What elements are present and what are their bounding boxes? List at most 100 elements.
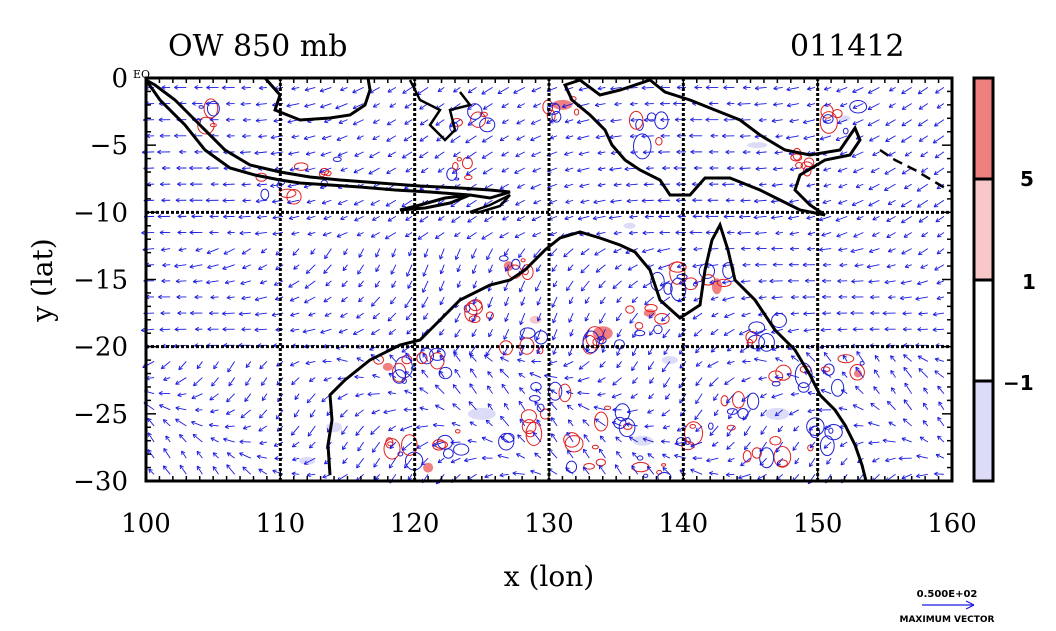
wind-vector — [705, 264, 719, 267]
wind-vector-head — [419, 137, 424, 142]
wind-vector — [358, 296, 364, 303]
wind-vector-head — [838, 247, 843, 252]
wind-vector — [840, 103, 848, 107]
wind-vector — [786, 86, 799, 91]
wind-vector-head — [501, 383, 506, 389]
wind-vector-head — [903, 366, 908, 372]
contour-line — [689, 423, 697, 429]
wind-vector-head — [421, 369, 426, 374]
wind-vector-head — [885, 457, 890, 463]
wind-vector-head — [775, 230, 780, 236]
wind-vector — [369, 87, 380, 94]
wind-vector-head — [175, 418, 180, 423]
wind-vector-head — [530, 185, 535, 190]
wind-vector — [292, 248, 300, 256]
wind-vector — [342, 264, 348, 271]
contour-line — [828, 427, 834, 434]
wind-vector-head — [481, 436, 487, 441]
wind-vector-head — [434, 384, 440, 389]
wind-vector-head — [158, 117, 163, 123]
wind-vector-head — [242, 133, 247, 139]
wind-vector-head — [649, 379, 654, 384]
wind-vector-head — [725, 149, 730, 155]
wind-vector-head — [388, 426, 393, 432]
wind-vector — [663, 377, 671, 388]
contour-line — [802, 165, 812, 177]
wind-vector-head — [917, 122, 923, 127]
wind-vector — [451, 422, 461, 427]
wind-vector-head — [453, 152, 458, 158]
wind-vector-head — [709, 181, 714, 187]
wind-vector — [288, 151, 300, 155]
wind-vector — [419, 387, 429, 395]
wind-vector-head — [837, 168, 843, 173]
wind-vector-head — [563, 253, 568, 258]
wind-vector — [610, 119, 622, 122]
wind-vector-head — [677, 214, 682, 219]
wind-vector — [740, 199, 751, 202]
wind-vector-head — [162, 262, 167, 268]
wind-vector — [584, 296, 590, 304]
wind-vector — [884, 280, 896, 284]
wind-vector — [449, 119, 461, 128]
wind-vector — [888, 421, 896, 427]
wind-vector-head — [821, 369, 827, 375]
wind-vector — [903, 399, 913, 411]
wind-vector — [353, 199, 364, 206]
wind-vector — [597, 86, 606, 90]
wind-vector — [484, 215, 493, 222]
wind-vector — [240, 151, 251, 154]
wind-vector-head — [357, 270, 362, 275]
wind-vector-head — [868, 202, 873, 207]
wind-vector-head — [356, 357, 361, 362]
wind-vector — [401, 344, 413, 353]
wind-vector — [807, 248, 816, 250]
wind-vector — [373, 119, 380, 124]
wind-vector — [163, 448, 171, 459]
vector-key-label: MAXIMUM VECTOR — [899, 615, 994, 625]
wind-vector-head — [647, 365, 653, 371]
wind-vector — [372, 135, 380, 140]
wind-vector — [191, 421, 203, 427]
wind-vector — [404, 457, 413, 469]
wind-vector — [932, 312, 945, 316]
wind-vector-head — [256, 214, 262, 220]
wind-vector — [885, 135, 896, 142]
wind-vector — [903, 366, 913, 378]
wind-vector-head — [372, 119, 378, 124]
wind-vector — [563, 248, 574, 258]
wind-vector-head — [903, 354, 908, 359]
wind-vector — [562, 103, 574, 108]
wind-vector — [723, 328, 735, 336]
wind-vector-head — [534, 452, 539, 457]
wind-vector — [920, 151, 929, 157]
wind-vector — [533, 199, 542, 204]
shaded-region — [747, 142, 768, 149]
wind-vector-head — [630, 394, 636, 399]
wind-vector — [595, 103, 606, 106]
wind-vector-head — [901, 89, 906, 95]
wind-vector-head — [820, 327, 825, 333]
wind-vector — [323, 215, 332, 220]
wind-vector — [788, 215, 799, 219]
wind-vector-head — [790, 311, 795, 316]
wind-vector — [740, 280, 751, 283]
wind-vector — [386, 135, 397, 142]
contour-line — [401, 434, 418, 456]
wind-vector — [569, 329, 574, 337]
wind-vector-head — [387, 152, 393, 158]
wind-vector-head — [822, 262, 827, 268]
wind-vector — [868, 441, 880, 444]
wind-vector-head — [323, 298, 328, 303]
wind-vector-head — [802, 119, 808, 125]
wind-vector-head — [918, 367, 923, 373]
wind-vector — [258, 135, 267, 138]
wind-vector — [918, 215, 929, 223]
wind-vector-head — [501, 152, 506, 157]
wind-vector — [873, 386, 880, 394]
wind-vector-head — [388, 372, 393, 377]
wind-vector-head — [809, 443, 815, 449]
wind-vector — [567, 450, 574, 459]
wind-vector-head — [421, 303, 426, 309]
wind-vector-head — [594, 102, 600, 108]
